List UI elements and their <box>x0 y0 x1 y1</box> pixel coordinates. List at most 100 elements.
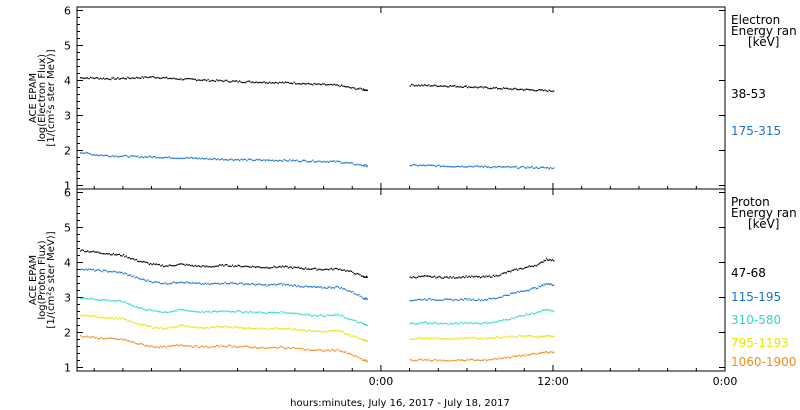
data-point <box>160 311 162 313</box>
data-point <box>88 152 90 155</box>
data-point <box>140 278 142 280</box>
data-point <box>336 268 338 270</box>
data-point <box>230 311 232 313</box>
data-point <box>364 339 366 341</box>
data-point <box>99 252 102 254</box>
data-point <box>309 329 311 331</box>
data-point <box>177 157 179 159</box>
data-point <box>272 312 274 314</box>
data-point <box>517 290 519 293</box>
data-point <box>316 269 318 271</box>
data-point <box>538 336 540 338</box>
data-point <box>452 323 454 325</box>
data-point <box>273 160 275 162</box>
data-point <box>350 162 353 164</box>
data-point <box>459 86 462 88</box>
data-point <box>216 265 218 267</box>
data-point <box>273 346 275 348</box>
data-point <box>360 88 363 90</box>
data-point <box>350 353 353 356</box>
data-point <box>260 327 262 329</box>
data-point <box>302 268 304 270</box>
data-point <box>211 283 214 285</box>
data-point <box>203 265 205 267</box>
data-point <box>346 317 348 319</box>
data-point <box>459 166 462 168</box>
data-point <box>313 161 315 163</box>
data-point <box>239 346 241 348</box>
y-tick-label: 2 <box>64 145 71 158</box>
data-point <box>538 89 540 91</box>
data-point <box>197 158 199 160</box>
data-point <box>296 159 298 161</box>
data-point <box>221 310 224 313</box>
data-point <box>332 330 334 332</box>
data-point <box>263 328 265 330</box>
data-point <box>313 82 315 85</box>
data-point <box>224 346 226 348</box>
data-point <box>150 76 152 78</box>
data-point <box>432 164 434 167</box>
data-point <box>102 338 105 340</box>
data-point <box>528 334 530 337</box>
data-point <box>118 78 120 80</box>
data-point <box>233 266 235 268</box>
data-point <box>448 298 450 301</box>
data-point <box>114 254 116 256</box>
data-point <box>327 161 330 163</box>
y-tick-label: 2 <box>64 327 71 340</box>
data-point <box>495 274 497 277</box>
data-point <box>155 326 158 328</box>
data-point <box>340 84 343 86</box>
data-point <box>97 338 99 340</box>
data-point <box>181 263 183 265</box>
data-point <box>475 299 477 302</box>
data-point <box>317 268 320 271</box>
data-point <box>214 310 216 312</box>
data-point <box>537 167 539 169</box>
data-point <box>155 263 158 265</box>
data-point <box>104 269 106 271</box>
data-point <box>160 156 162 159</box>
data-point <box>188 326 191 328</box>
data-point <box>422 321 424 324</box>
data-point <box>416 337 419 339</box>
data-point <box>289 82 291 84</box>
data-point <box>366 324 368 327</box>
data-point <box>151 345 153 347</box>
data-point <box>171 157 173 159</box>
data-point <box>261 159 264 162</box>
data-point <box>140 156 142 158</box>
data-point <box>353 273 355 275</box>
data-point <box>229 158 231 161</box>
data-point <box>461 359 463 361</box>
data-point <box>551 336 554 338</box>
data-point <box>409 359 411 361</box>
data-point <box>525 289 527 291</box>
data-point <box>127 320 129 322</box>
data-point <box>481 276 483 278</box>
data-point <box>99 299 102 301</box>
data-point <box>544 259 546 262</box>
data-point <box>512 269 515 271</box>
data-point <box>142 278 145 280</box>
data-point <box>421 275 423 277</box>
data-point <box>130 155 132 157</box>
data-point <box>545 335 548 337</box>
data-point <box>270 267 272 269</box>
data-point <box>489 87 492 90</box>
data-point <box>475 359 477 361</box>
data-point <box>170 345 172 347</box>
data-point <box>227 344 229 346</box>
data-point <box>499 88 502 90</box>
data-point <box>307 161 310 163</box>
data-point <box>359 338 361 341</box>
data-point <box>355 320 357 322</box>
data-point <box>431 164 433 166</box>
data-point <box>178 282 181 284</box>
data-point <box>465 359 467 362</box>
data-point <box>158 347 160 349</box>
data-point <box>164 265 166 267</box>
data-point <box>550 335 552 337</box>
